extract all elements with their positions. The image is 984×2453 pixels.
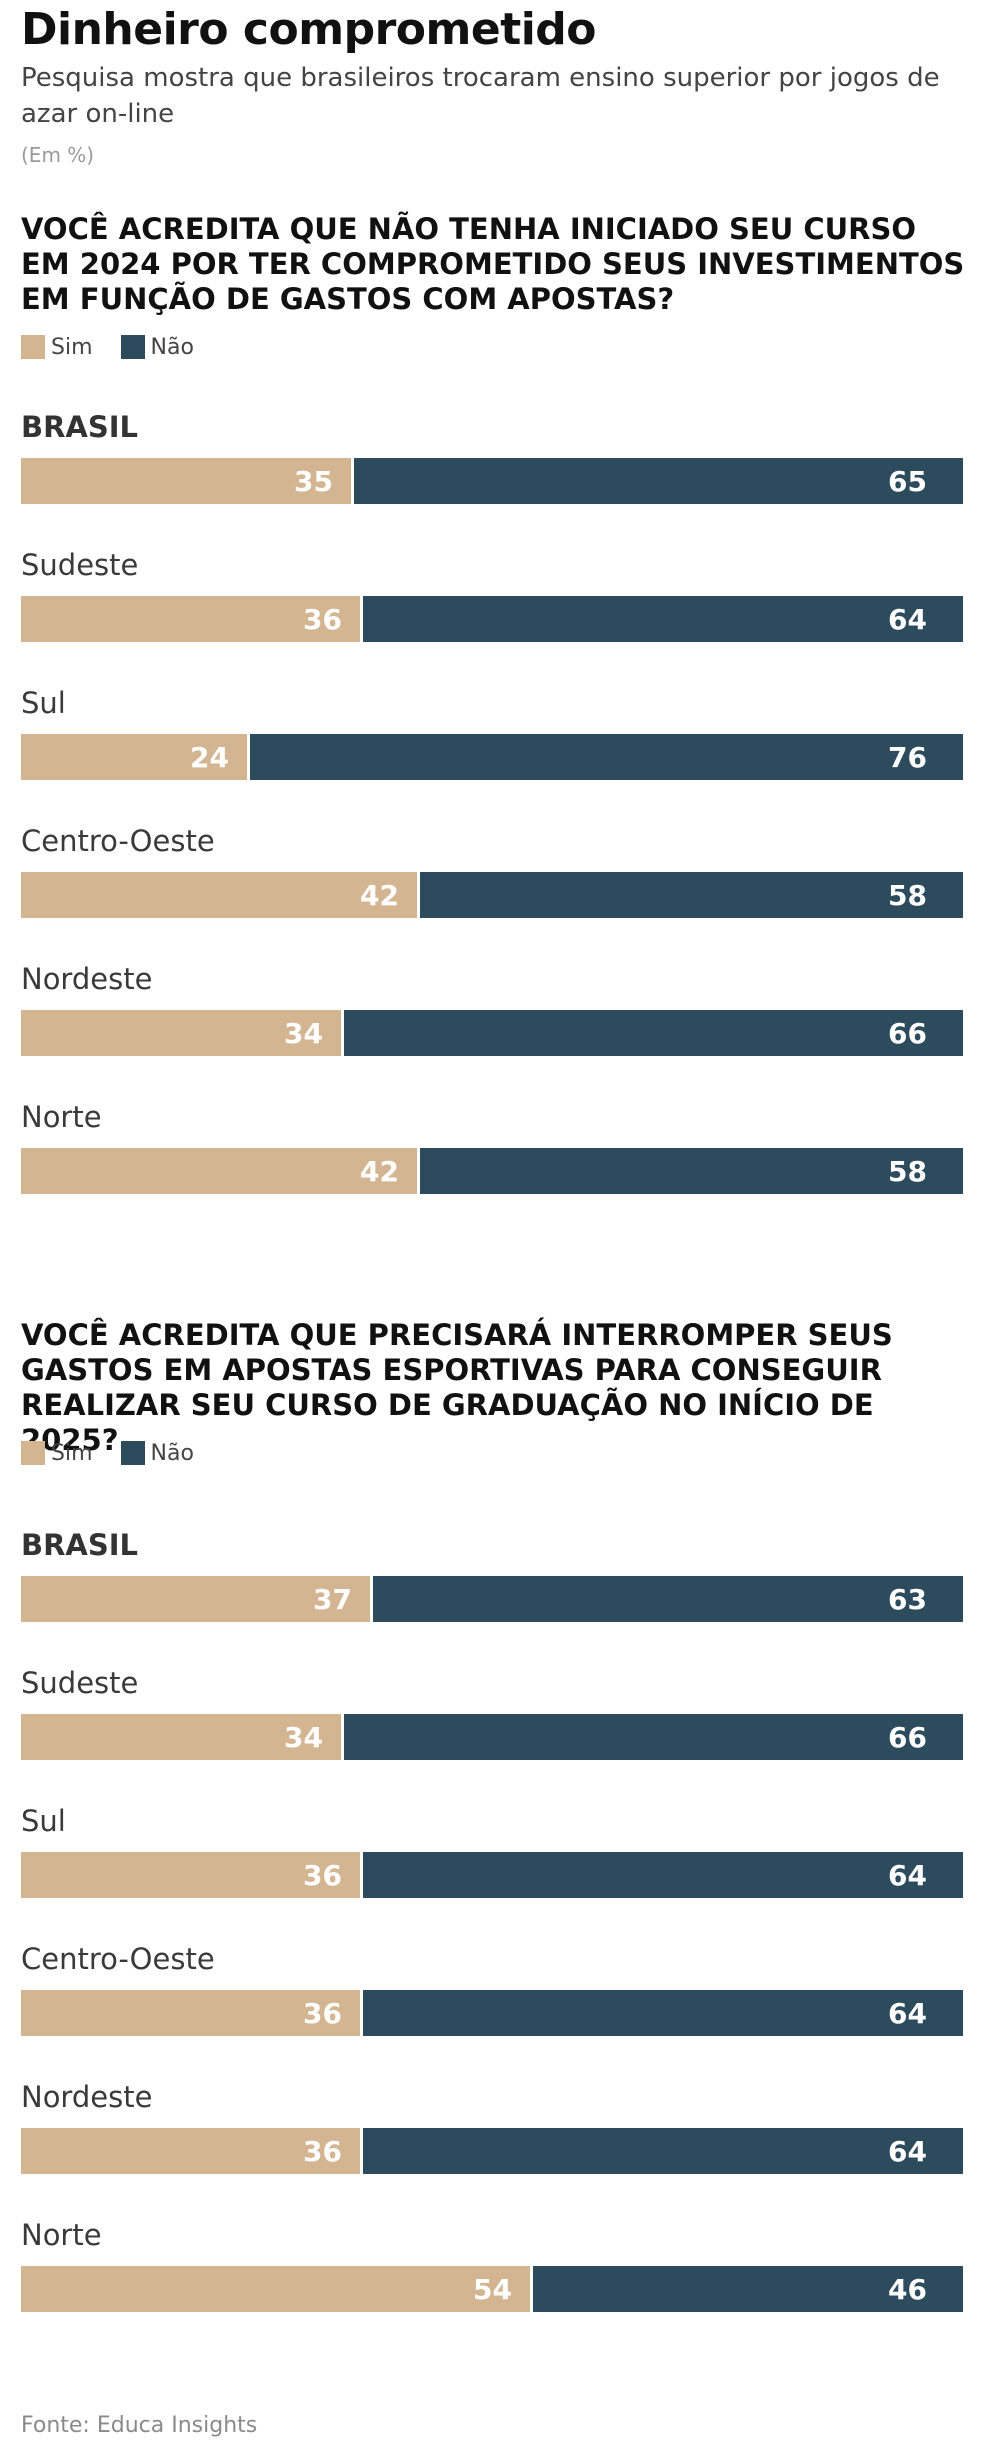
bar-segment-sim: 34: [21, 1714, 341, 1760]
bar-segment-não: 58: [417, 872, 963, 918]
bar-segment-sim: 35: [21, 458, 351, 504]
bar-segment-sim: 36: [21, 596, 360, 642]
stacked-bar: 34 66: [21, 1010, 963, 1056]
bar-segment-sim: 36: [21, 1852, 360, 1898]
stacked-bar: 36 64: [21, 1852, 963, 1898]
stacked-bar: 54 46: [21, 2266, 963, 2312]
category-label: Norte: [21, 1100, 102, 1134]
stacked-bar: 42 58: [21, 872, 963, 918]
bar-segment-sim: 24: [21, 734, 247, 780]
question-title: VOCÊ ACREDITA QUE PRECISARÁ INTERROMPER …: [21, 1318, 893, 1457]
bar-segment-sim: 54: [21, 2266, 530, 2312]
legend-label: Não: [150, 1440, 194, 1466]
bar-segment-não: 64: [360, 1852, 963, 1898]
category-label: Sul: [21, 686, 66, 720]
legend-item-sim: Sim: [21, 335, 93, 360]
bar-segment-não: 64: [360, 596, 963, 642]
category-label: Nordeste: [21, 962, 153, 996]
legend-swatch: [120, 1441, 145, 1465]
legend-label: Sim: [51, 1440, 93, 1466]
legend: Sim Não: [21, 1438, 222, 1468]
bar-segment-não: 65: [351, 458, 963, 504]
bar-segment-não: 63: [370, 1576, 963, 1622]
legend-item-sim: Sim: [21, 1441, 93, 1466]
legend-item-não: Não: [120, 1440, 194, 1466]
bar-segment-não: 64: [360, 2128, 963, 2174]
category-label: BRASIL: [21, 1528, 139, 1562]
stacked-bar: 35 65: [21, 458, 963, 504]
legend-swatch: [120, 335, 145, 359]
bar-segment-sim: 42: [21, 872, 417, 918]
bar-segment-não: 64: [360, 1990, 963, 2036]
source-note: Fonte: Educa Insights: [21, 2413, 258, 2438]
legend-label: Sim: [51, 334, 93, 360]
bar-segment-não: 76: [247, 734, 963, 780]
stacked-bar: 24 76: [21, 734, 963, 780]
stacked-bar: 36 64: [21, 1990, 963, 2036]
legend-item-não: Não: [120, 334, 194, 360]
legend-swatch: [21, 1441, 45, 1465]
category-label: Sul: [21, 1804, 66, 1838]
chart-subtitle: Pesquisa mostra que brasileiros trocaram…: [21, 63, 940, 129]
bar-segment-sim: 37: [21, 1576, 370, 1622]
category-label: Nordeste: [21, 2080, 153, 2114]
legend-swatch: [21, 335, 45, 359]
unit-label: (Em %): [21, 143, 95, 167]
stacked-bar: 36 64: [21, 2128, 963, 2174]
category-label: Centro-Oeste: [21, 1942, 215, 1976]
bar-segment-sim: 34: [21, 1010, 341, 1056]
bar-segment-sim: 36: [21, 1990, 360, 2036]
legend-label: Não: [150, 334, 194, 360]
bar-segment-não: 66: [341, 1714, 963, 1760]
chart-title: Dinheiro comprometido: [21, 4, 597, 55]
legend: Sim Não: [21, 332, 222, 362]
question-title: VOCÊ ACREDITA QUE NÃO TENHA INICIADO SEU…: [21, 212, 965, 316]
stacked-bar: 34 66: [21, 1714, 963, 1760]
category-label: BRASIL: [21, 410, 139, 444]
bar-segment-não: 66: [341, 1010, 963, 1056]
stacked-bar: 36 64: [21, 596, 963, 642]
stacked-bar: 42 58: [21, 1148, 963, 1194]
category-label: Sudeste: [21, 1666, 139, 1700]
category-label: Norte: [21, 2218, 102, 2252]
category-label: Centro-Oeste: [21, 824, 215, 858]
stacked-bar: 37 63: [21, 1576, 963, 1622]
category-label: Sudeste: [21, 548, 139, 582]
bar-segment-sim: 42: [21, 1148, 417, 1194]
bar-segment-não: 58: [417, 1148, 963, 1194]
bar-segment-sim: 36: [21, 2128, 360, 2174]
bar-segment-não: 46: [530, 2266, 963, 2312]
